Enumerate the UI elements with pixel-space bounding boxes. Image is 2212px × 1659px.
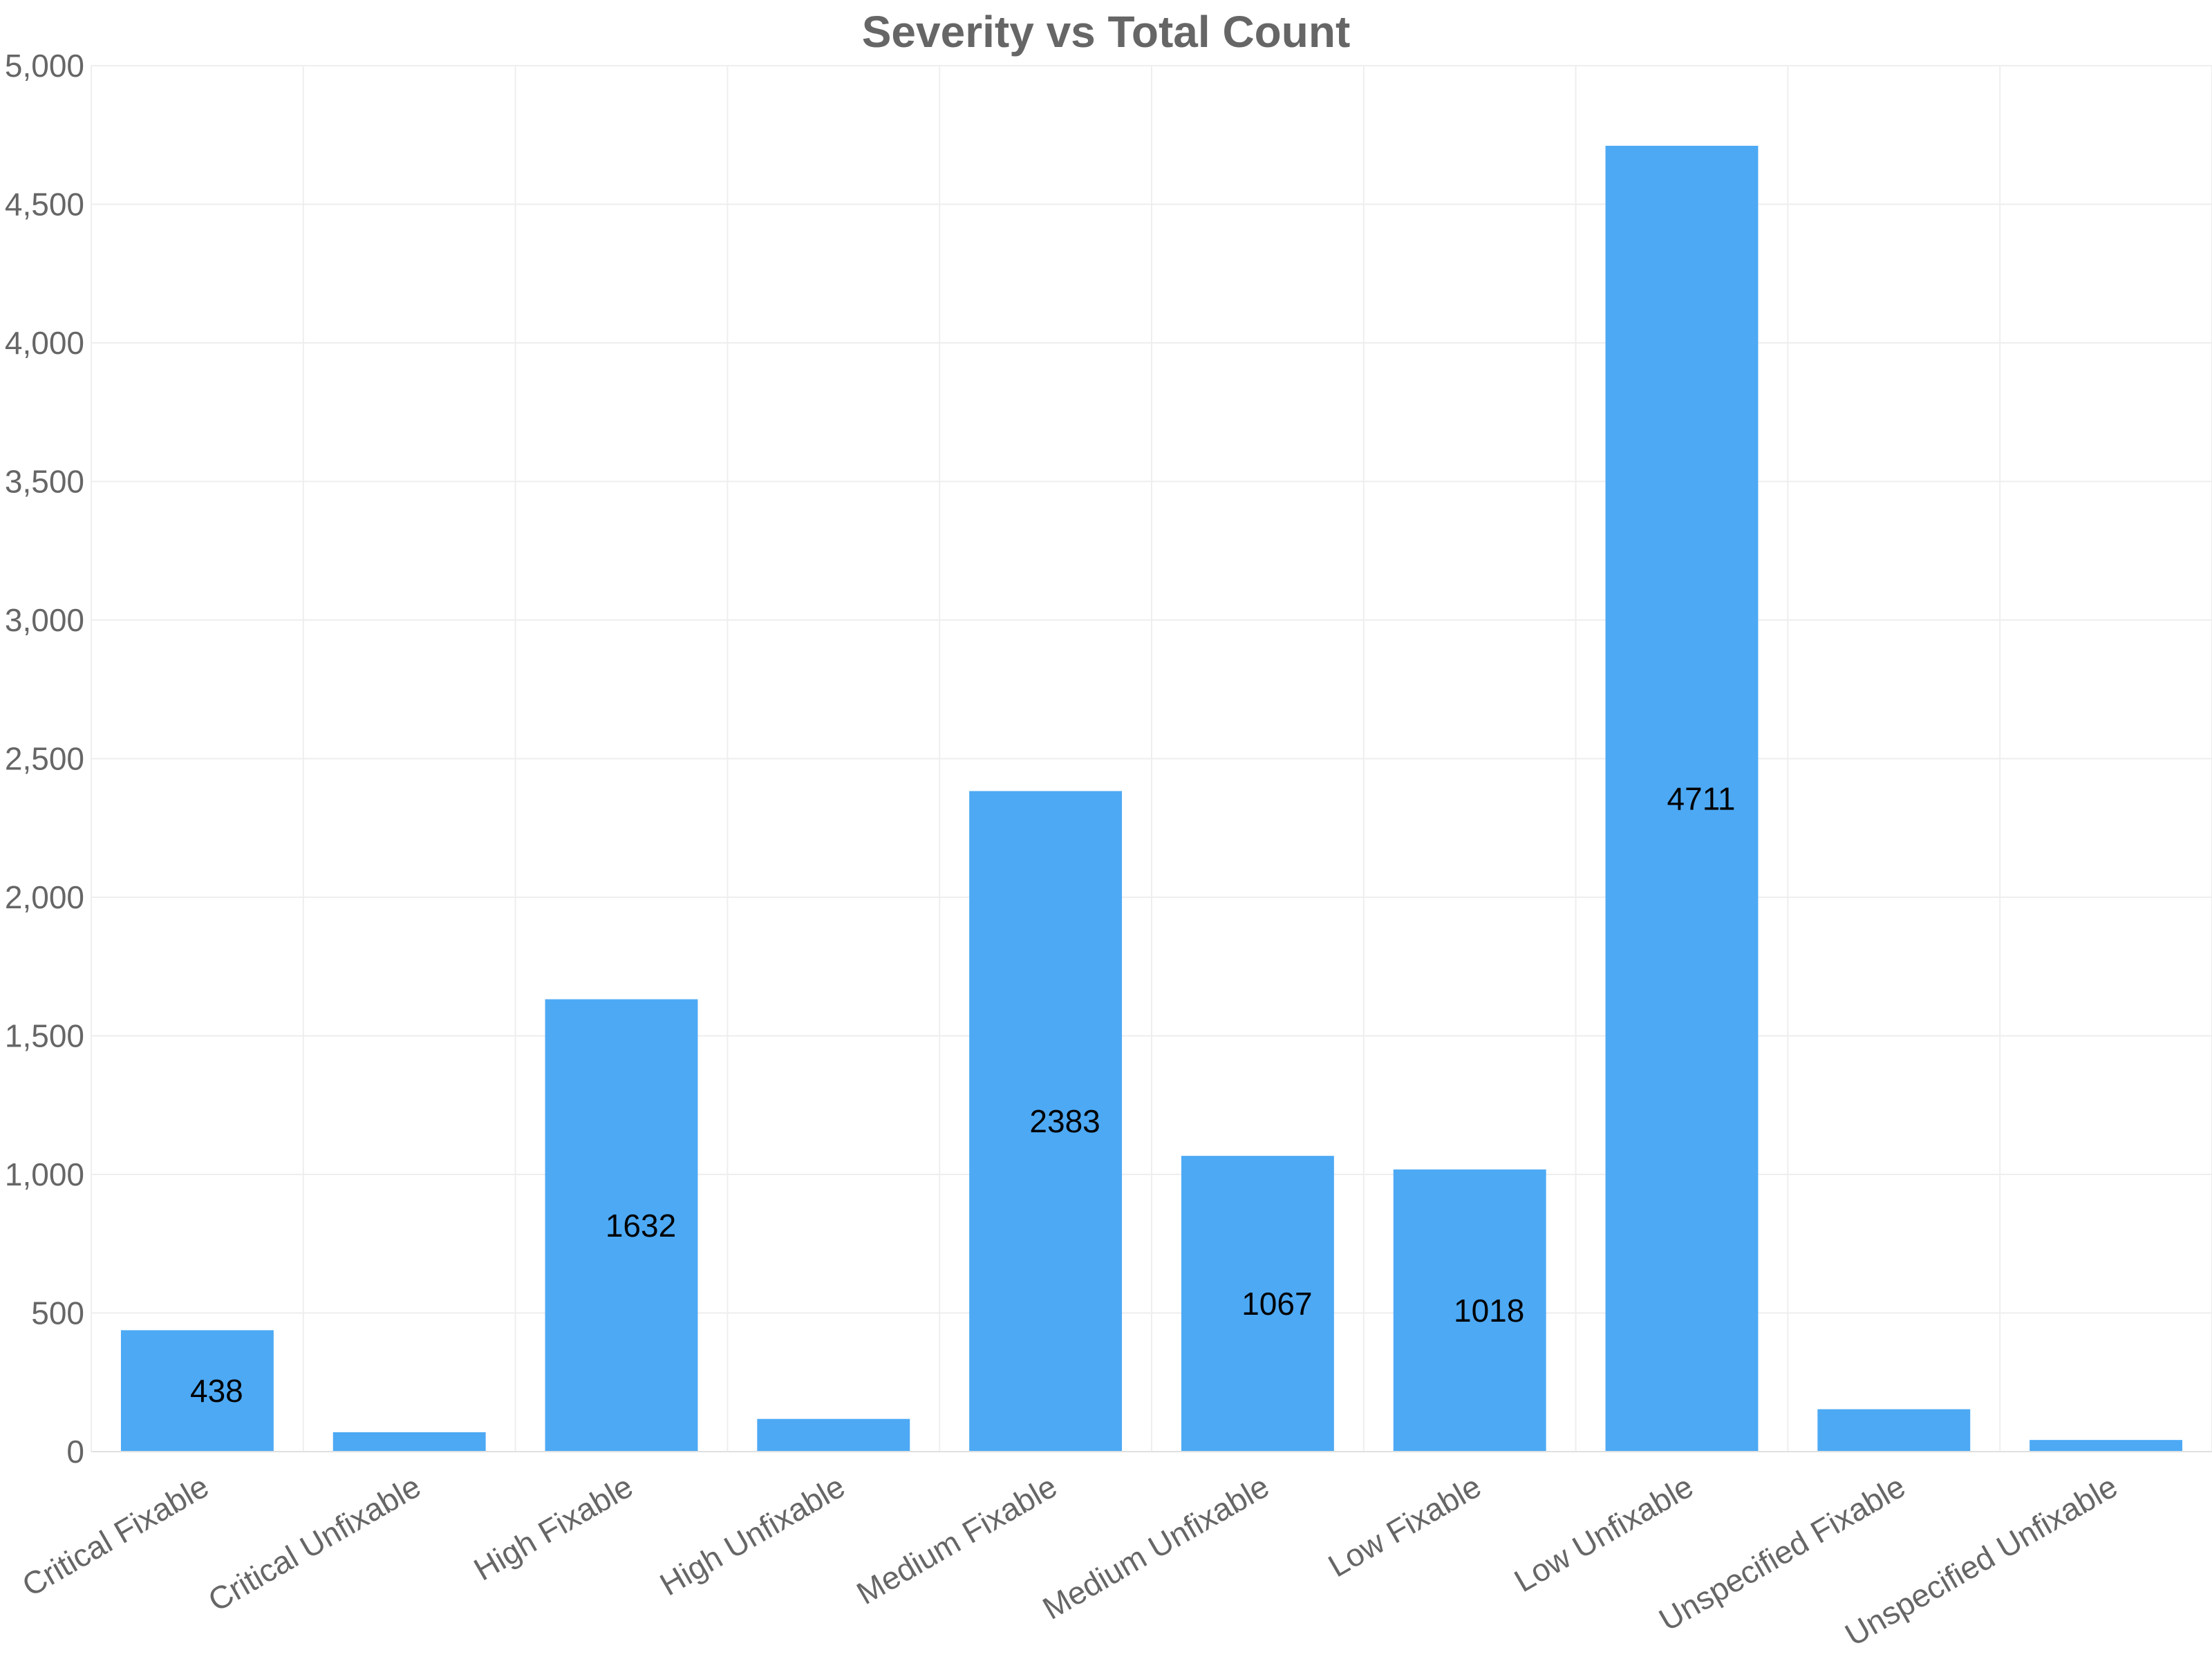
x-tick-label: Critical Fixable <box>16 1468 214 1604</box>
y-tick-label: 1,500 <box>5 1018 84 1054</box>
gridlines <box>91 65 2212 1452</box>
bar <box>332 1432 486 1452</box>
y-tick-label: 1,000 <box>5 1156 84 1192</box>
bar <box>1605 145 1759 1452</box>
y-tick-label: 3,500 <box>5 464 84 500</box>
y-tick-label: 2,000 <box>5 879 84 915</box>
y-tick-label: 4,000 <box>5 325 84 361</box>
bar <box>120 1330 274 1452</box>
bar-data-label: 1018 <box>1454 1293 1524 1329</box>
y-tick-label: 0 <box>66 1434 84 1470</box>
bars <box>120 145 2183 1452</box>
y-axis: 0 500 1,000 1,500 2,000 2,500 3,000 3,500 4,000 4… <box>5 48 84 1470</box>
x-tick-label: High Fixable <box>468 1468 639 1588</box>
y-tick-label: 4,500 <box>5 187 84 223</box>
data-labels: 438 1632 2383 1067 1018 4711 <box>190 780 1735 1409</box>
y-tick-label: 2,500 <box>5 741 84 777</box>
y-tick-label: 500 <box>31 1295 84 1331</box>
y-tick-label: 3,000 <box>5 602 84 638</box>
x-tick-label: Critical Unfixable <box>202 1468 427 1619</box>
bar-data-label: 1632 <box>606 1208 676 1244</box>
bar <box>2030 1440 2183 1452</box>
bar-data-label: 4711 <box>1667 780 1736 816</box>
x-tick-label: High Unfixable <box>654 1468 851 1603</box>
bar <box>1393 1169 1546 1452</box>
bar <box>545 999 698 1452</box>
x-tick-label: Low Unfixable <box>1508 1468 1699 1600</box>
x-tick-label: Medium Unfixable <box>1037 1468 1275 1627</box>
x-tick-label: Low Fixable <box>1322 1468 1488 1584</box>
bar-data-label: 438 <box>190 1373 243 1409</box>
chart-title: Severity vs Total Count <box>862 7 1351 57</box>
x-tick-label: Medium Fixable <box>850 1468 1062 1611</box>
bar <box>969 791 1123 1452</box>
bar <box>1181 1156 1334 1452</box>
bar-data-label: 1067 <box>1241 1286 1312 1322</box>
y-tick-label: 5,000 <box>5 48 84 84</box>
bar-data-label: 2383 <box>1029 1103 1100 1139</box>
bar <box>757 1418 910 1452</box>
bar <box>1817 1409 1971 1452</box>
